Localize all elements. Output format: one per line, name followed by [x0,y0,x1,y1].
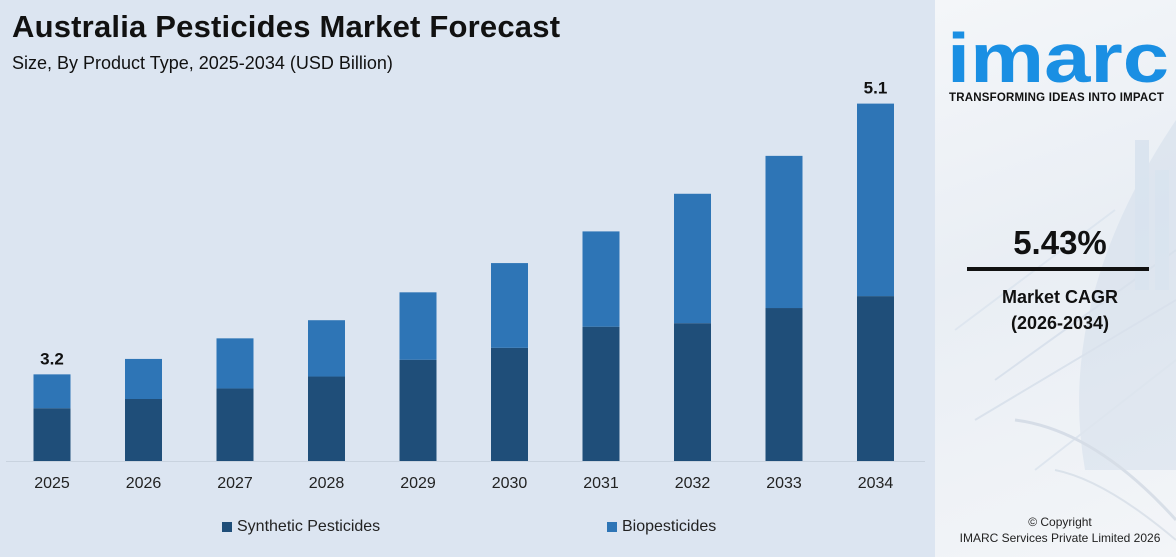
legend-label: Biopesticides [622,518,717,535]
cagr-label: Market CAGR [1001,287,1119,307]
x-tick-label-2030: 2030 [492,475,528,492]
legend-item-biopesticides: Biopesticides [607,518,716,536]
bar-2025-biopesticides [33,374,71,409]
bar-2033-synthetic-pesticides [765,308,803,461]
cagr-label-block: Market CAGR (2026-2034) [935,284,1176,336]
copyright: © Copyright IMARC Services Private Limit… [935,514,1176,546]
bar-2030-synthetic-pesticides [491,347,528,461]
bar-2034-synthetic-pesticides [857,296,894,461]
copyright-line-1: © Copyright [1028,515,1092,529]
stacked-bar-chart: 2025 3.2 2026 2027 2028 2029 2030 2031 2032 2033 2… [6,79,925,492]
x-tick-label-2033: 2033 [766,475,802,492]
legend-swatch [607,522,617,532]
x-tick-label-2027: 2027 [217,475,253,492]
bar-2031-synthetic-pesticides [582,326,620,461]
side-panel: imarc TRANSFORMING IDEAS INTO IMPACT 5.4… [935,0,1176,557]
bar-2034-biopesticides [857,103,894,297]
background-decoration [954,120,1176,541]
chart-legend: Synthetic Pesticides Biopesticides [0,518,935,540]
bar-2028-biopesticides [308,320,345,377]
bar-2033-biopesticides [765,155,803,309]
bar-2032-synthetic-pesticides [674,323,711,461]
bar-2027-synthetic-pesticides [216,388,254,461]
x-tick-label-2025: 2025 [34,475,70,492]
data-label-2034: 5.1 [864,79,888,98]
cagr-value: 5.43% [1013,224,1107,261]
imarc-logo-text: imarc [947,19,1169,92]
x-tick-label-2028: 2028 [309,475,345,492]
brand-tagline: TRANSFORMING IDEAS INTO IMPACT [949,92,1165,104]
legend-label: Synthetic Pesticides [237,518,381,535]
bar-2029-biopesticides [399,292,437,360]
bar-2028-synthetic-pesticides [308,376,345,461]
bar-2032-biopesticides [674,193,711,324]
bar-2027-biopesticides [216,338,254,389]
legend-swatch [222,522,232,532]
x-tick-label-2029: 2029 [400,475,436,492]
chart-title: Australia Pesticides Market Forecast [12,9,561,44]
x-tick-label-2032: 2032 [675,475,711,492]
bar-2031-biopesticides [582,231,620,327]
data-label-2025: 3.2 [40,349,64,368]
cagr-divider [967,267,1149,271]
x-tick-label-2031: 2031 [583,475,619,492]
bar-2026-synthetic-pesticides [125,398,162,461]
x-tick-label-2034: 2034 [858,475,894,492]
x-tick-label-2026: 2026 [126,475,162,492]
chart-panel: Australia Pesticides Market Forecast Siz… [0,9,935,540]
chart-subtitle: Size, By Product Type, 2025-2034 (USD Bi… [12,53,393,73]
copyright-line-2: IMARC Services Private Limited 2026 [959,531,1161,545]
cagr-period: (2026-2034) [1010,313,1110,333]
imarc-logo: imarc [947,19,1169,92]
bar-2026-biopesticides [125,358,162,399]
bar-2025-synthetic-pesticides [33,408,71,461]
bar-2029-synthetic-pesticides [399,359,437,461]
bar-2030-biopesticides [491,263,528,348]
legend-item-synthetic-pesticides: Synthetic Pesticides [222,518,380,536]
